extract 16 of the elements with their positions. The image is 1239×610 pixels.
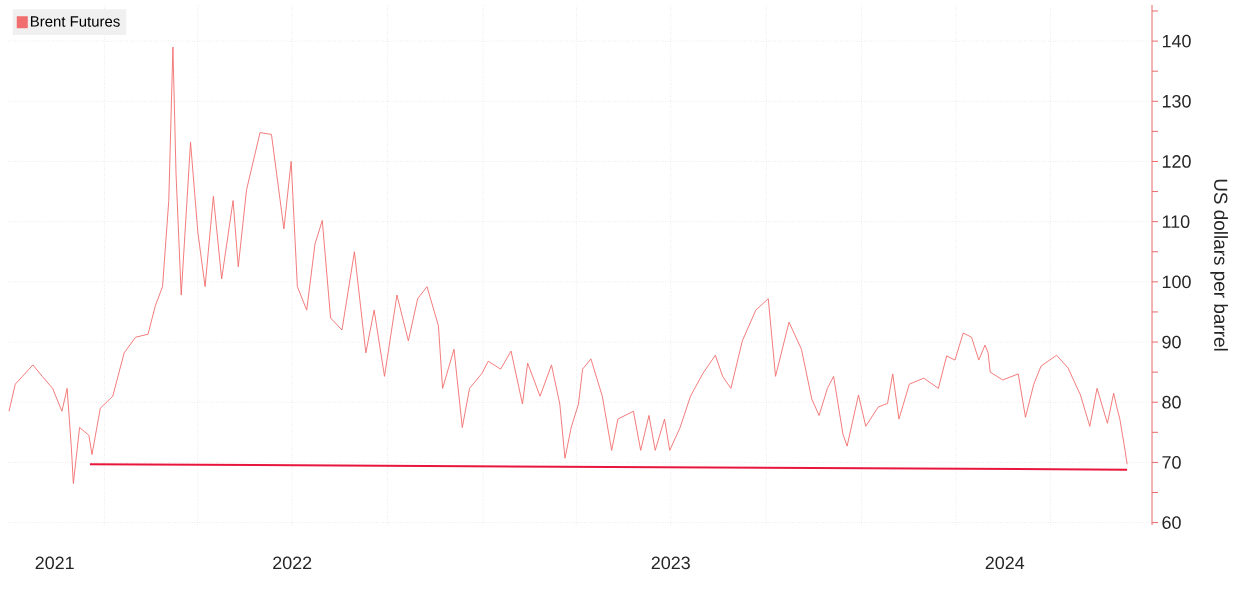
y-tick-label: 100: [1162, 275, 1191, 289]
x-tick-label: 2023: [651, 556, 690, 570]
y-tick-label: 90: [1162, 335, 1181, 349]
x-tick-label: 2024: [985, 556, 1025, 570]
line-series: [8, 46, 1128, 484]
y-tick-label: 70: [1162, 456, 1181, 469]
y-tick-label: 120: [1162, 155, 1191, 168]
x-tick-label: 2021: [35, 556, 74, 570]
y-tick-label: 60: [1162, 516, 1181, 529]
y-tick-label: 140: [1162, 34, 1191, 48]
y-tick-label: 80: [1162, 395, 1181, 409]
y-tick-label: 110: [1162, 215, 1190, 229]
y-tick-label: 130: [1162, 94, 1191, 108]
x-tick-label: 2022: [273, 556, 312, 570]
y-axis-title: US dollars per barrel: [1210, 179, 1228, 351]
legend-label: Brent Futures: [30, 16, 120, 27]
